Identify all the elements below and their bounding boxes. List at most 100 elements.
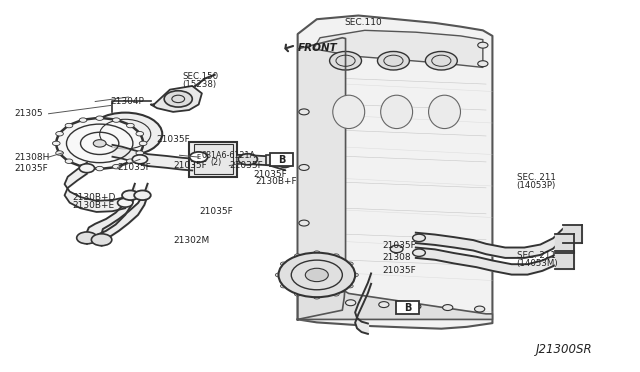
Circle shape [79,118,87,122]
Bar [189,141,237,177]
Text: 21035F: 21035F [199,208,233,217]
Circle shape [411,304,421,310]
Circle shape [79,164,87,169]
Circle shape [280,262,287,266]
Circle shape [77,232,97,244]
Text: (14053P): (14053P) [516,181,556,190]
Polygon shape [151,86,202,112]
Circle shape [390,245,403,253]
Ellipse shape [381,95,413,129]
Polygon shape [298,16,492,329]
Circle shape [56,132,63,136]
Circle shape [299,109,309,115]
Circle shape [413,249,426,256]
Circle shape [294,254,301,257]
Text: (14053M): (14053M) [516,259,558,267]
Circle shape [189,152,207,162]
Text: 21035F: 21035F [173,161,207,170]
Circle shape [477,61,488,67]
Circle shape [352,273,358,277]
Circle shape [136,151,143,155]
FancyBboxPatch shape [270,153,293,166]
Text: 21308H: 21308H [15,153,50,161]
Text: 21308: 21308 [383,253,412,262]
Text: (2): (2) [210,158,221,167]
Text: 21035F: 21035F [156,135,189,144]
Circle shape [275,273,282,277]
Circle shape [238,154,257,165]
Circle shape [88,113,163,155]
Text: SEC. 211: SEC. 211 [516,251,556,260]
Ellipse shape [333,95,365,129]
Circle shape [294,292,301,296]
Bar [194,144,232,174]
Text: SEC.110: SEC.110 [344,18,382,27]
Circle shape [92,234,112,246]
Circle shape [413,234,426,241]
Circle shape [426,51,458,70]
Circle shape [474,306,484,312]
Circle shape [113,164,120,169]
Circle shape [333,292,339,296]
Text: 21035F: 21035F [383,241,417,250]
Text: SEC. 211: SEC. 211 [516,173,556,182]
Polygon shape [298,292,492,320]
Circle shape [140,141,147,145]
Circle shape [280,284,287,288]
Circle shape [314,295,320,299]
Circle shape [122,190,139,200]
Circle shape [113,118,120,122]
Circle shape [127,124,134,128]
Circle shape [136,132,143,136]
FancyBboxPatch shape [396,301,419,314]
Text: B: B [404,302,411,312]
Circle shape [347,284,353,288]
Circle shape [96,116,104,121]
Text: FRONT: FRONT [298,43,337,53]
Circle shape [347,262,353,266]
Text: E: E [196,154,201,160]
Text: 21035F: 21035F [118,163,151,172]
Circle shape [278,253,355,297]
Text: 21035F: 21035F [253,170,287,179]
Circle shape [134,190,151,200]
Circle shape [333,254,339,257]
Circle shape [305,268,328,282]
Text: 081A6-6121A: 081A6-6121A [202,151,256,160]
Text: 21305: 21305 [15,109,44,118]
Text: 21035F: 21035F [15,164,49,173]
Circle shape [443,305,453,311]
Ellipse shape [429,95,461,129]
Text: 21302M: 21302M [173,236,209,246]
Circle shape [56,151,63,155]
Text: 2130B+D: 2130B+D [73,193,116,202]
Circle shape [65,124,73,128]
Circle shape [79,164,95,173]
Circle shape [278,160,291,167]
Bar [266,155,280,164]
Text: J21300SR: J21300SR [536,343,593,356]
Circle shape [56,118,143,169]
Circle shape [477,42,488,48]
Text: 21035F: 21035F [229,161,263,170]
Circle shape [93,140,106,147]
Text: B: B [278,155,285,165]
Text: 2130B+E: 2130B+E [73,201,115,210]
Text: 21035F: 21035F [383,266,417,275]
Circle shape [118,198,133,207]
Text: 21304P: 21304P [111,97,145,106]
Text: (15238): (15238) [182,80,217,89]
Circle shape [132,155,148,164]
Circle shape [330,51,362,70]
Polygon shape [314,31,483,67]
Circle shape [299,164,309,170]
Circle shape [164,91,192,107]
Circle shape [96,166,104,171]
Circle shape [379,302,389,308]
Circle shape [314,251,320,254]
Circle shape [299,220,309,226]
Circle shape [65,159,73,163]
Polygon shape [298,38,346,320]
Text: 2130B+F: 2130B+F [255,177,296,186]
Circle shape [127,159,134,163]
